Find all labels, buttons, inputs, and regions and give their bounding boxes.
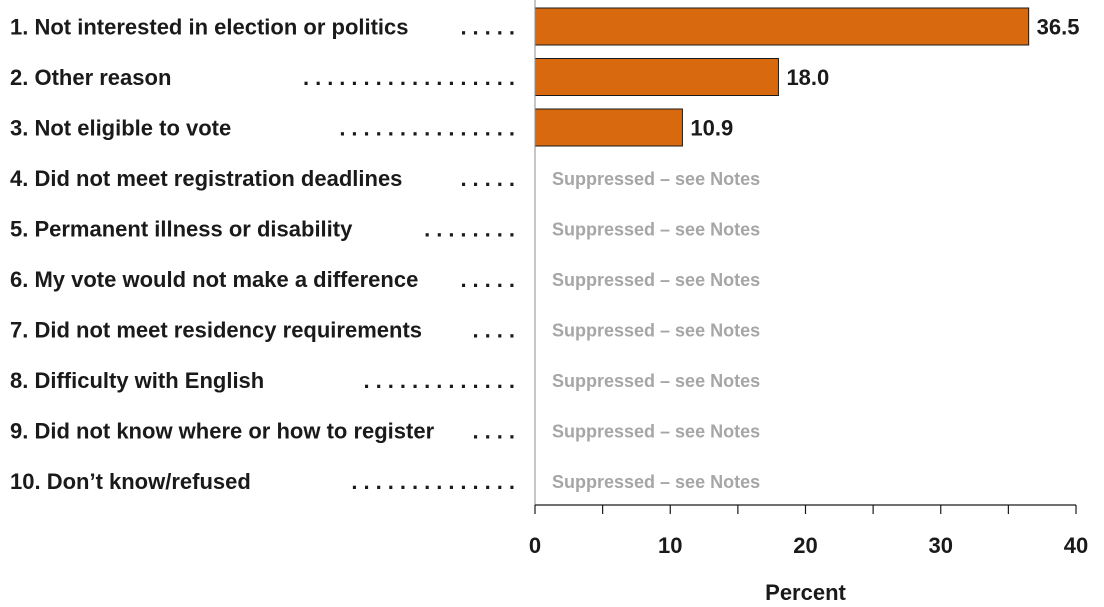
suppressed-label: Suppressed – see Notes bbox=[552, 472, 760, 492]
x-axis-title: Percent bbox=[765, 580, 846, 605]
x-tick-label: 0 bbox=[529, 533, 541, 558]
category-label: 5. Permanent illness or disability bbox=[10, 217, 353, 242]
suppressed-label: Suppressed – see Notes bbox=[552, 169, 760, 189]
suppressed-label: Suppressed – see Notes bbox=[552, 371, 760, 391]
value-label: 36.5 bbox=[1037, 15, 1080, 40]
suppressed-label: Suppressed – see Notes bbox=[552, 422, 760, 442]
dot-leader: .............. bbox=[351, 469, 521, 494]
category-label: 1. Not interested in election or politic… bbox=[10, 15, 409, 40]
suppressed-label: Suppressed – see Notes bbox=[552, 270, 760, 290]
dot-leader: .... bbox=[473, 318, 521, 343]
dot-leader: ............... bbox=[339, 116, 521, 141]
suppressed-label: Suppressed – see Notes bbox=[552, 220, 760, 240]
dot-leader: ..... bbox=[460, 267, 521, 292]
bars: 36.5 18.0 10.9 Suppressed – see Notes Suppre… bbox=[534, 7, 1080, 492]
category-label: 9. Did not know where or how to register bbox=[10, 419, 435, 444]
category-labels: 1. Not interested in election or politic… bbox=[10, 15, 521, 495]
dot-leader: ............. bbox=[364, 368, 521, 393]
dot-leader: ........ bbox=[424, 217, 521, 242]
x-tick-label: 10 bbox=[658, 533, 682, 558]
dot-leader: ..... bbox=[460, 166, 521, 191]
category-label: 10. Don’t know/refused bbox=[10, 469, 251, 494]
x-tick-label: 40 bbox=[1064, 533, 1088, 558]
suppressed-label: Suppressed – see Notes bbox=[552, 321, 760, 341]
category-label: 3. Not eligible to vote bbox=[10, 116, 231, 141]
x-axis: 0 10 20 30 40 bbox=[529, 0, 1088, 558]
category-label: 7. Did not meet residency requirements bbox=[10, 318, 422, 343]
value-label: 10.9 bbox=[690, 116, 733, 141]
bar bbox=[534, 108, 683, 147]
dot-leader: .... bbox=[473, 419, 521, 444]
category-label: 4. Did not meet registration deadlines bbox=[10, 166, 402, 191]
bar bbox=[534, 7, 1030, 46]
dot-leader: ..... bbox=[460, 15, 521, 40]
x-tick-label: 30 bbox=[929, 533, 953, 558]
category-label: 8. Difficulty with English bbox=[10, 368, 264, 393]
x-tick-label: 20 bbox=[793, 533, 817, 558]
dot-leader: .................. bbox=[303, 65, 521, 90]
category-label: 6. My vote would not make a difference bbox=[10, 267, 418, 292]
category-label: 2. Other reason bbox=[10, 65, 171, 90]
value-label: 18.0 bbox=[786, 65, 829, 90]
bar bbox=[534, 58, 779, 96]
